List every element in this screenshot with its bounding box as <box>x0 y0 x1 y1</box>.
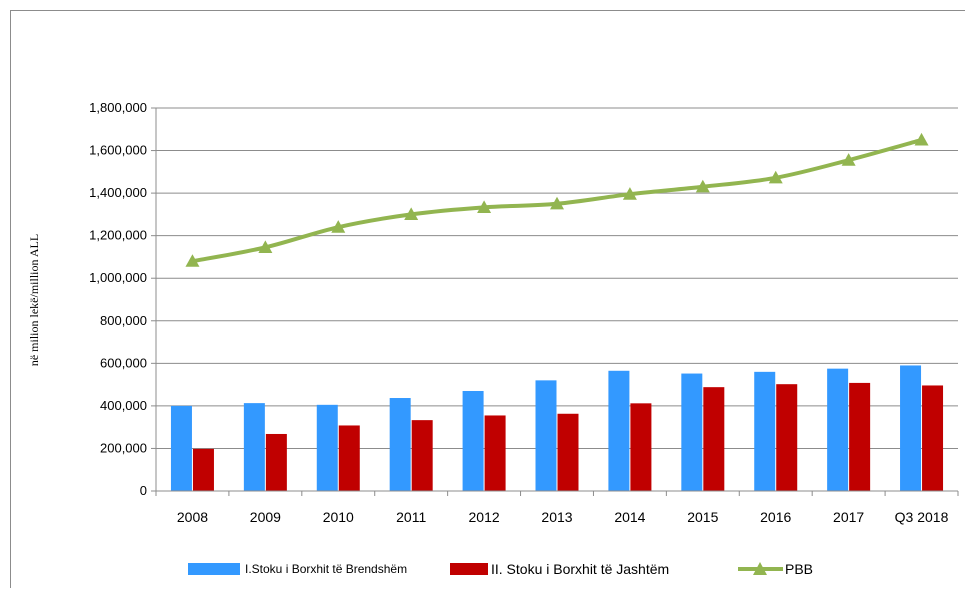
x-tick-label: 2010 <box>323 509 354 525</box>
pbb-marker <box>477 200 492 213</box>
bar-domestic-debt <box>608 370 630 491</box>
bar-external-debt <box>849 382 871 491</box>
legend-swatch-external <box>450 563 488 575</box>
x-tick-label: 2014 <box>614 509 645 525</box>
bar-domestic-debt <box>754 371 776 491</box>
bar-domestic-debt <box>681 373 703 491</box>
pbb-marker <box>841 153 856 166</box>
pbb-marker <box>914 132 929 146</box>
x-tick-label: 2013 <box>541 509 572 525</box>
y-axis-label: në milion lekë/million ALL <box>27 234 41 366</box>
x-tick-label: 2016 <box>760 509 791 525</box>
pbb-marker <box>331 220 346 233</box>
y-tick-label: 1,600,000 <box>89 143 147 158</box>
bar-external-debt <box>484 415 506 491</box>
bar-external-debt <box>922 385 944 491</box>
gridlines <box>156 107 958 449</box>
legend: I.Stoku i Borxhit të Brendshëm II. Stoku … <box>188 561 813 577</box>
bar-external-debt <box>776 384 798 491</box>
pbb-marker <box>695 179 710 193</box>
axes: 0 200,000 400,000 600,000 800,000 1,000,000 1,… <box>89 100 959 525</box>
y-tick-label: 0 <box>140 483 147 498</box>
pbb-marker <box>622 187 637 200</box>
legend-label-external: II. Stoku i Borxhit të Jashtëm <box>491 561 669 577</box>
y-tick-label: 1,000,000 <box>89 270 147 285</box>
bar-external-debt <box>411 420 433 491</box>
chart-frame <box>10 10 965 588</box>
pbb-marker <box>768 170 783 184</box>
x-tick-label: 2017 <box>833 509 864 525</box>
y-tick-label: 600,000 <box>100 355 147 370</box>
bar-domestic-debt <box>389 398 411 491</box>
bar-external-debt <box>338 425 360 491</box>
pbb-marker <box>550 196 564 210</box>
legend-label-domestic: I.Stoku i Borxhit të Brendshëm <box>245 562 407 576</box>
bar-external-debt <box>557 413 579 491</box>
bar-external-debt <box>192 448 214 491</box>
y-tick-label: 1,200,000 <box>89 228 147 243</box>
bar-domestic-debt <box>316 404 338 491</box>
x-tick-label: 2009 <box>250 509 281 525</box>
bar-external-debt <box>265 433 287 491</box>
y-tick-label: 1,800,000 <box>89 100 147 115</box>
x-tick-label: Q3 2018 <box>895 509 949 525</box>
y-tick-label: 200,000 <box>100 440 147 455</box>
pbb-marker <box>404 207 419 220</box>
legend-swatch-domestic <box>188 563 240 575</box>
legend-label-pbb: PBB <box>785 561 813 577</box>
bar-domestic-debt <box>535 380 557 491</box>
bar-external-debt <box>630 403 652 491</box>
bar-domestic-debt <box>170 405 192 491</box>
bar-domestic-debt <box>827 368 849 491</box>
x-tick-label: 2011 <box>396 509 426 525</box>
pbb-marker <box>185 254 200 267</box>
pbb-line <box>185 132 929 267</box>
pbb-marker <box>258 240 273 253</box>
y-tick-label: 800,000 <box>100 313 147 328</box>
x-tick-label: 2015 <box>687 509 718 525</box>
x-tick-label: 2008 <box>177 509 208 525</box>
y-tick-label: 1,400,000 <box>89 185 147 200</box>
bar-domestic-debt <box>900 365 922 491</box>
bars <box>170 365 944 491</box>
y-tick-label: 400,000 <box>100 398 147 413</box>
x-tick-label: 2012 <box>469 509 500 525</box>
bar-external-debt <box>703 387 725 491</box>
legend-marker-pbb <box>753 562 767 575</box>
bar-domestic-debt <box>243 403 265 491</box>
bar-domestic-debt <box>462 390 484 491</box>
